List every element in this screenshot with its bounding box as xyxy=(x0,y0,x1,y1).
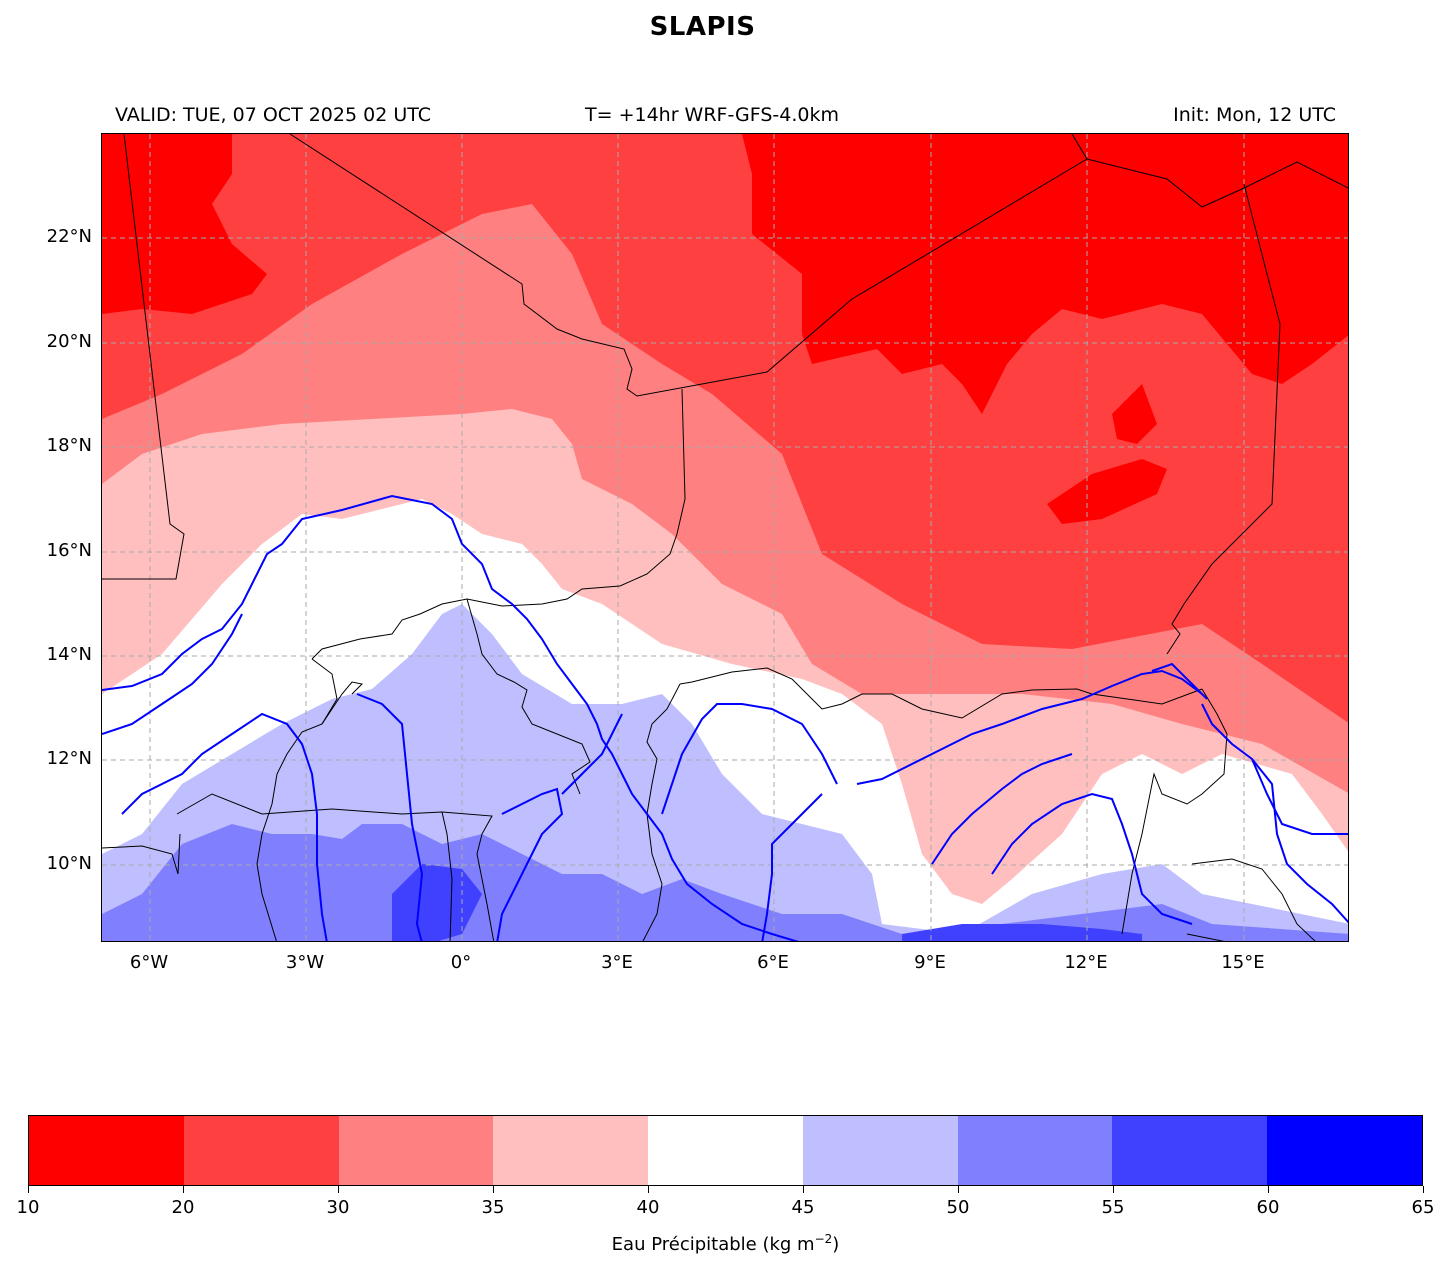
colorbar-tick-label: 20 xyxy=(171,1197,195,1218)
colorbar-tick-mark xyxy=(27,1186,29,1193)
field-band-10-20-patch xyxy=(1047,459,1167,524)
colorbar-tick-label: 35 xyxy=(481,1197,505,1218)
bani-river xyxy=(102,613,243,735)
colorbar-tick-mark xyxy=(957,1186,959,1193)
country-borders xyxy=(102,134,1348,941)
lat-label-14n: 14°N xyxy=(46,644,92,665)
colorbar-segment-0 xyxy=(29,1116,184,1185)
lon-label-15e: 15°E xyxy=(1221,952,1265,973)
colorbar-tick-mark xyxy=(647,1186,649,1193)
volta-white xyxy=(356,693,424,941)
field-band-10-20-northwest xyxy=(102,134,267,314)
lon-label-6w: 6°W xyxy=(129,952,169,973)
colorbar-tick-label: 65 xyxy=(1411,1197,1435,1218)
komadugu-river xyxy=(856,669,1203,785)
colorbar-tick-mark xyxy=(492,1186,494,1193)
lon-label-3e: 3°E xyxy=(601,952,633,973)
sokoto-river xyxy=(661,703,838,815)
map-canvas xyxy=(102,134,1348,941)
colorbar-tick-label: 40 xyxy=(636,1197,660,1218)
lake-chad-outline xyxy=(1151,662,1208,700)
oti-river xyxy=(561,713,623,795)
lon-label-3w: 3°W xyxy=(285,952,325,973)
valid-time: VALID: TUE, 07 OCT 2025 02 UTC xyxy=(115,104,431,126)
init-time: Init: Mon, 12 UTC xyxy=(1173,104,1336,126)
colorbar-tick-label: 30 xyxy=(326,1197,350,1218)
colorbar-label-suffix: ) xyxy=(832,1234,840,1255)
chart-title: SLAPIS xyxy=(649,12,756,42)
kaduna-river xyxy=(761,793,823,941)
colorbar-tick-label: 45 xyxy=(791,1197,815,1218)
lon-label-0: 0° xyxy=(450,952,472,973)
volta-black xyxy=(121,712,328,941)
colorbar xyxy=(28,1115,1423,1186)
field-band-10-20-northeast xyxy=(742,134,1348,414)
lat-label-22n: 22°N xyxy=(46,226,92,247)
colorbar-segment-4 xyxy=(648,1116,803,1185)
chari-river xyxy=(1251,758,1348,924)
benue-river xyxy=(931,753,1073,865)
colorbar-tick-mark xyxy=(1422,1186,1424,1193)
colorbar-tick-mark xyxy=(1112,1186,1114,1193)
gongola-river xyxy=(991,792,1193,925)
precipitable-water-map xyxy=(101,133,1349,942)
field-band-10-20-patch2 xyxy=(1112,384,1157,444)
colorbar-tick-mark xyxy=(182,1186,184,1193)
colorbar-label-text: Eau Précipitable (kg m xyxy=(611,1234,815,1255)
lon-label-6e: 6°E xyxy=(757,952,789,973)
colorbar-segment-8 xyxy=(1267,1116,1423,1185)
colorbar-tick-mark xyxy=(337,1186,339,1193)
colorbar-segment-1 xyxy=(183,1116,339,1185)
volta-east xyxy=(496,787,564,941)
lat-label-16n: 16°N xyxy=(46,540,92,561)
logone-river xyxy=(1201,703,1348,835)
lat-label-12n: 12°N xyxy=(46,748,92,769)
lon-label-9e: 9°E xyxy=(914,952,946,973)
colorbar-tick-label: 55 xyxy=(1101,1197,1125,1218)
lat-label-20n: 20°N xyxy=(46,331,92,352)
field-band-55-60-east xyxy=(902,924,1142,941)
colorbar-segment-7 xyxy=(1112,1116,1268,1185)
colorbar-tick-mark xyxy=(802,1186,804,1193)
colorbar-segment-5 xyxy=(802,1116,958,1185)
gridlines xyxy=(102,134,1348,941)
lon-label-12e: 12°E xyxy=(1064,952,1108,973)
model-run: T= +14hr WRF-GFS-4.0km xyxy=(585,104,839,126)
colorbar-segment-3 xyxy=(493,1116,649,1185)
lat-label-10n: 10°N xyxy=(46,853,92,874)
rivers xyxy=(102,494,1348,941)
niger-river xyxy=(102,494,799,941)
colorbar-tick-label: 60 xyxy=(1256,1197,1280,1218)
field-band-55-60 xyxy=(392,864,482,941)
colorbar-segment-6 xyxy=(957,1116,1113,1185)
lat-label-18n: 18°N xyxy=(46,435,92,456)
colorbar-label-exponent: −2 xyxy=(814,1232,833,1246)
colorbar-tick-label: 10 xyxy=(16,1197,40,1218)
colorbar-label: Eau Précipitable (kg m−2) xyxy=(0,1232,1451,1255)
colorbar-tick-mark xyxy=(1267,1186,1269,1193)
colorbar-segment-2 xyxy=(338,1116,494,1185)
colorbar-tick-label: 50 xyxy=(946,1197,970,1218)
